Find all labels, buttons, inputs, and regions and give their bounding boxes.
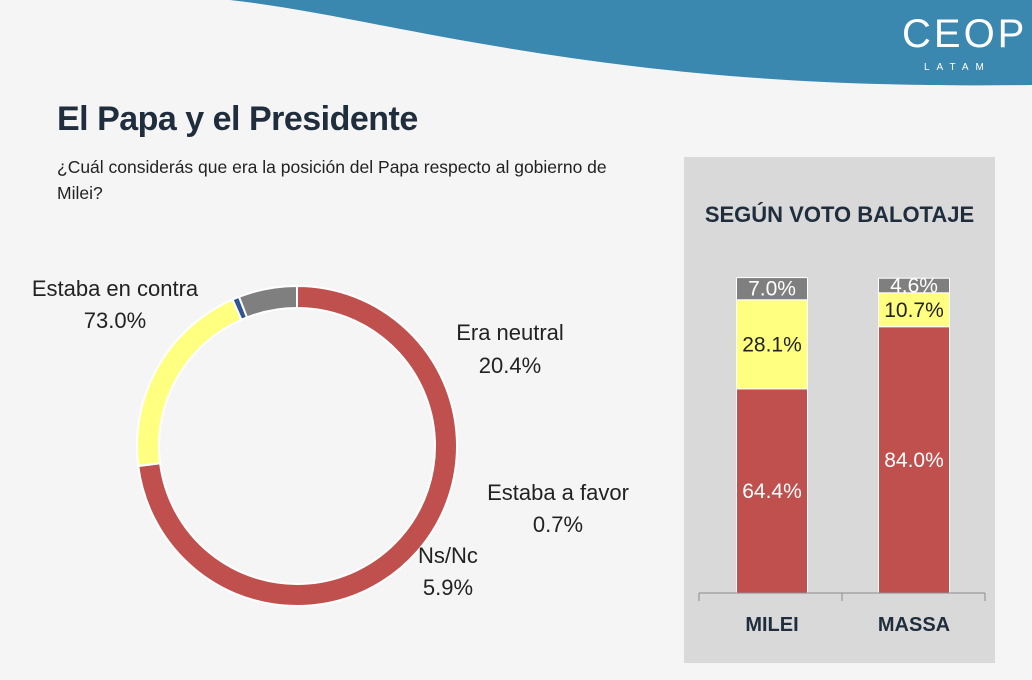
ceop-logo: CEOP LATAM xyxy=(902,12,1024,73)
vote-breakdown-panel: SEGÚN VOTO BALOTAJE 64.4% 28.1% 7.0% 84.0% 1… xyxy=(684,157,995,663)
page-title: El Papa y el Presidente xyxy=(57,100,418,138)
label-contra-name: Estaba en contra xyxy=(32,276,199,301)
bar-label-milei-neutral: 28.1% xyxy=(742,333,802,356)
label-contra-value: 73.0% xyxy=(84,308,146,333)
stacked-bar-chart: 64.4% 28.1% 7.0% 84.0% 10.7%4.6% MILEI MASSA xyxy=(698,275,986,636)
label-favor-name: Estaba a favor xyxy=(487,480,629,505)
bar-milei-neutral xyxy=(736,299,808,390)
label-neutral-value: 20.4% xyxy=(479,353,541,378)
logo-brand-text: CEOP xyxy=(902,12,1028,56)
donut-slice-nsnc xyxy=(237,284,298,319)
category-label-massa: MASSA xyxy=(878,614,950,636)
bar-milei-nsnc xyxy=(736,277,808,301)
bar-massa-neutral xyxy=(878,292,950,328)
survey-question: ¿Cuál considerás que era la posición del… xyxy=(57,157,607,203)
bar-label-milei-contra: 64.4% xyxy=(742,480,802,503)
category-label-milei: MILEI xyxy=(745,614,798,636)
bar-label-massa-nsnc: 4.6% xyxy=(890,275,938,298)
bar-label-massa-neutral: 10.7% xyxy=(884,299,944,322)
bar-label-massa-contra: 84.0% xyxy=(884,449,944,472)
label-favor-value: 0.7% xyxy=(533,512,583,537)
donut-slice-contra xyxy=(137,284,458,607)
bar-label-milei-nsnc: 7.0% xyxy=(748,278,796,301)
header-wave xyxy=(0,0,1032,86)
label-nsnc-value: 5.9% xyxy=(423,575,473,600)
donut-slice-neutral xyxy=(136,298,243,468)
bar-massa-nsnc xyxy=(878,277,950,294)
donut-chart: Estaba en contra 73.0% Era neutral 20.4%… xyxy=(32,276,629,607)
header-wave-shape xyxy=(0,0,1032,86)
label-neutral-name: Era neutral xyxy=(456,320,564,345)
label-nsnc-name: Ns/Nc xyxy=(418,543,478,568)
panel-title: SEGÚN VOTO BALOTAJE xyxy=(704,202,975,227)
logo-sub-text: LATAM xyxy=(924,62,991,73)
